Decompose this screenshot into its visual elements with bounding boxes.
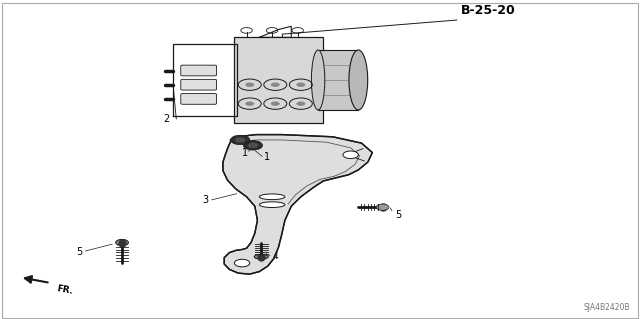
Circle shape: [271, 83, 280, 87]
Text: 5: 5: [395, 210, 401, 220]
Bar: [318, 50, 358, 110]
Ellipse shape: [254, 254, 268, 259]
Text: 1: 1: [242, 148, 248, 158]
Ellipse shape: [259, 194, 285, 200]
Circle shape: [376, 204, 389, 210]
FancyBboxPatch shape: [180, 79, 216, 90]
Circle shape: [296, 83, 305, 87]
Ellipse shape: [312, 50, 324, 110]
Polygon shape: [223, 135, 372, 274]
Text: 4: 4: [272, 252, 278, 261]
Text: B-25-20: B-25-20: [461, 4, 515, 17]
Text: SJA4B2420B: SJA4B2420B: [583, 303, 630, 312]
Ellipse shape: [349, 50, 368, 110]
Circle shape: [245, 83, 254, 87]
Ellipse shape: [116, 239, 129, 246]
Circle shape: [234, 259, 250, 267]
Circle shape: [230, 135, 250, 145]
Ellipse shape: [259, 202, 285, 207]
Circle shape: [296, 101, 305, 106]
Text: FR.: FR.: [56, 285, 74, 296]
Circle shape: [271, 101, 280, 106]
Circle shape: [343, 151, 358, 159]
Text: 1: 1: [264, 152, 270, 162]
Bar: [234, 37, 323, 122]
Text: 5: 5: [76, 247, 83, 257]
FancyBboxPatch shape: [180, 65, 216, 76]
Text: 3: 3: [202, 195, 208, 205]
Circle shape: [245, 101, 254, 106]
Circle shape: [235, 137, 246, 143]
Circle shape: [248, 143, 258, 148]
FancyBboxPatch shape: [180, 93, 216, 104]
Circle shape: [243, 141, 262, 150]
Text: 2: 2: [164, 115, 170, 124]
